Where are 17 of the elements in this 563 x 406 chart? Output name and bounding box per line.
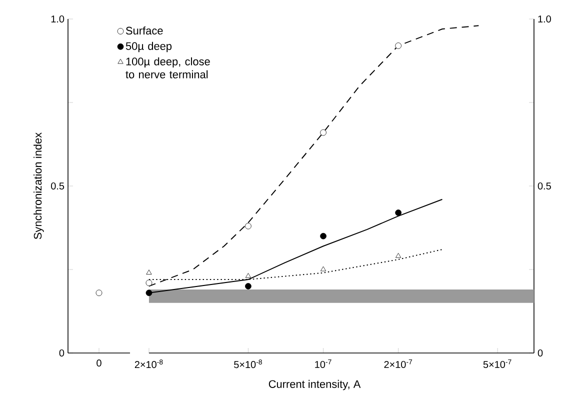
- y-tick-label: 0.5: [538, 182, 551, 190]
- x-tick-label: 2×10$^{-7}$: [384, 360, 412, 368]
- y-axis-title: Synchronization index: [34, 132, 44, 240]
- legend-label: 100µ deep, close to nerve terminal: [126, 57, 210, 78]
- x-tick-label: 2×10$^{-8}$: [134, 360, 163, 368]
- x-axis-title: Current intensity, A: [268, 380, 361, 390]
- y-tick-label: 0: [538, 349, 543, 357]
- y-tick-label: 1.0: [51, 15, 64, 23]
- y-tick-label: 0: [59, 349, 64, 357]
- y-tick-label: 0.5: [51, 182, 64, 190]
- x-tick-label: 5×10$^{-8}$: [234, 360, 262, 368]
- x-tick-label: 10$^{-7}$: [315, 360, 332, 368]
- legend-label: 50µ deep: [126, 42, 172, 52]
- y-tick-label: 1.0: [538, 15, 551, 23]
- legend-label: Surface: [126, 26, 163, 35]
- x-tick-label: 0: [96, 360, 102, 367]
- x-tick-label: 5×10$^{-7}$: [483, 360, 512, 368]
